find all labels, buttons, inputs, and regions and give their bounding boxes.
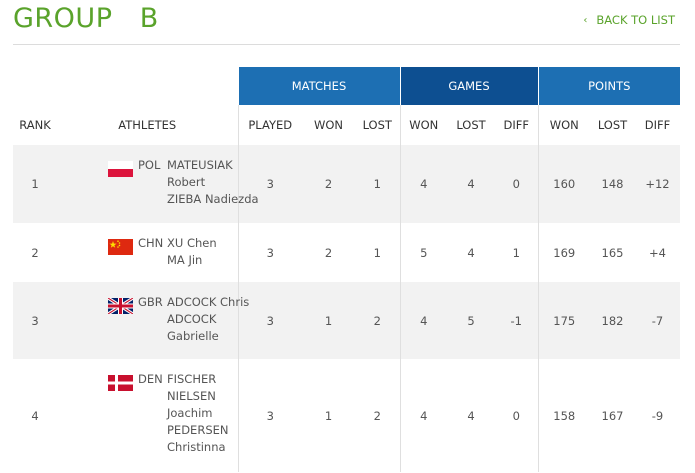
col-games-won: WON <box>399 105 447 145</box>
points-diff-cell: +4 <box>635 223 681 282</box>
table-row: 3 GBR ADCOCK <box>13 282 681 359</box>
noc-code: POL <box>138 158 161 172</box>
col-matches-won: WON <box>313 118 344 132</box>
athletes-cell: GBR ADCOCK Chris ADCOCK Gabrielle <box>57 282 249 359</box>
athlete-name-line: Gabrielle <box>167 329 219 343</box>
table-row: 4 DEN FISCHER NIELSEN Joachim PEDERSEN C… <box>13 359 681 472</box>
matches-group-header: MATCHES <box>237 67 400 105</box>
points-diff-cell: -9 <box>635 359 681 472</box>
athletes-cell: CHN XU Chen MA Jin <box>57 223 238 282</box>
athlete-name-line: ADCOCK <box>167 312 217 326</box>
matches-won-cell: 1 <box>302 282 355 359</box>
col-points-won: WON <box>537 105 590 145</box>
athlete-name-line: XU Chen <box>167 236 217 250</box>
header-divider <box>13 44 680 45</box>
table-row: 1 POL MATEUSIAK Robert ZIEBA Nadiezda 3 <box>13 145 681 223</box>
group-header-blank <box>13 67 238 105</box>
points-won-cell: 175 <box>537 282 590 359</box>
page-title: GROUP B <box>13 3 159 34</box>
col-points-diff: DIFF <box>644 118 671 132</box>
col-rank: RANK <box>19 118 51 132</box>
points-diff-cell: +12 <box>635 145 681 223</box>
points-won-cell: 160 <box>537 145 590 223</box>
table-row: 2 CHN XU Chen MA Jin <box>13 223 681 282</box>
denmark-flag-icon <box>108 375 133 391</box>
china-flag-icon <box>108 239 133 255</box>
back-to-list-link[interactable]: ‹ BACK TO LIST <box>583 13 675 27</box>
rank-cell: 2 <box>13 223 57 282</box>
games-group-header: GAMES <box>399 67 538 105</box>
athlete-name-line: Joachim <box>167 406 213 420</box>
played-cell: 3 <box>237 145 302 223</box>
played-cell: 3 <box>237 359 302 472</box>
matches-won-cell: 2 <box>302 223 355 282</box>
poland-flag-icon <box>108 161 133 177</box>
rank-cell: 4 <box>13 359 57 472</box>
rank-cell: 1 <box>13 145 57 223</box>
matches-lost-cell: 1 <box>355 223 400 282</box>
noc-code: CHN <box>138 236 164 250</box>
points-lost-cell: 148 <box>590 145 635 223</box>
points-lost-cell: 165 <box>590 223 635 282</box>
games-lost-cell: 5 <box>447 282 495 359</box>
athlete-name-line: MATEUSIAK <box>167 158 233 172</box>
games-diff-cell: 0 <box>495 359 538 472</box>
athlete-name-line: MA Jin <box>167 253 203 267</box>
col-athletes: ATHLETES <box>118 118 177 132</box>
points-won-cell: 158 <box>537 359 590 472</box>
points-won-cell: 169 <box>537 223 590 282</box>
rank-cell: 3 <box>13 282 57 359</box>
col-points-lost: LOST <box>597 118 628 132</box>
played-cell: 3 <box>237 282 302 359</box>
group-header-row: MATCHES GAMES POINTS <box>13 67 681 105</box>
noc-code: DEN <box>138 372 163 386</box>
col-games-diff: DIFF <box>503 118 529 132</box>
matches-lost-cell: 2 <box>355 359 400 472</box>
games-lost-cell: 4 <box>447 223 495 282</box>
matches-won-cell: 1 <box>302 359 355 472</box>
athlete-name-line: FISCHER <box>167 372 217 386</box>
col-played: PLAYED <box>237 105 302 145</box>
athlete-name-line: Robert <box>167 175 206 189</box>
noc-code: GBR <box>138 295 163 309</box>
games-lost-cell: 4 <box>447 145 495 223</box>
matches-lost-cell: 2 <box>355 282 400 359</box>
points-lost-cell: 167 <box>590 359 635 472</box>
column-header-row: RANK ATHLETES PLAYED WON LOST WON LOST D… <box>13 105 680 145</box>
athlete-name-line: NIELSEN <box>167 389 216 403</box>
athlete-names: MATEUSIAK Robert ZIEBA Nadiezda <box>167 156 259 208</box>
col-games-lost: LOST <box>456 118 486 132</box>
great-britain-flag-icon <box>108 298 133 314</box>
games-diff-cell: 0 <box>495 145 538 223</box>
athlete-names: XU Chen MA Jin <box>167 234 217 269</box>
matches-lost-cell: 1 <box>355 145 400 223</box>
games-won-cell: 4 <box>399 282 447 359</box>
col-matches-lost: LOST <box>362 118 392 132</box>
chevron-left-icon: ‹ <box>583 14 588 26</box>
games-won-cell: 4 <box>399 145 447 223</box>
games-won-cell: 5 <box>399 223 447 282</box>
points-group-header: POINTS <box>537 67 681 105</box>
athlete-name-line: ADCOCK Chris <box>167 295 250 309</box>
games-diff-cell: 1 <box>495 223 538 282</box>
athlete-names: FISCHER NIELSEN Joachim PEDERSEN Christi… <box>167 370 228 456</box>
back-to-list-label: BACK TO LIST <box>596 13 675 27</box>
athletes-cell: POL MATEUSIAK Robert ZIEBA Nadiezda <box>57 145 259 223</box>
athlete-names: ADCOCK Chris ADCOCK Gabrielle <box>167 293 249 345</box>
athlete-name-line: ZIEBA Nadiezda <box>167 192 259 206</box>
points-diff-cell: -7 <box>635 282 681 359</box>
matches-won-cell: 2 <box>302 145 355 223</box>
standings-table: MATCHES GAMES POINTS RANK ATHLETES PLAYE… <box>13 67 681 472</box>
athlete-name-line: Christinna <box>167 440 226 454</box>
points-lost-cell: 182 <box>590 282 635 359</box>
athlete-name-line: PEDERSEN <box>167 423 229 437</box>
games-lost-cell: 4 <box>447 359 495 472</box>
athletes-cell: DEN FISCHER NIELSEN Joachim PEDERSEN Chr… <box>57 359 238 472</box>
games-diff-cell: -1 <box>495 282 538 359</box>
played-cell: 3 <box>237 223 302 282</box>
games-won-cell: 4 <box>399 359 447 472</box>
